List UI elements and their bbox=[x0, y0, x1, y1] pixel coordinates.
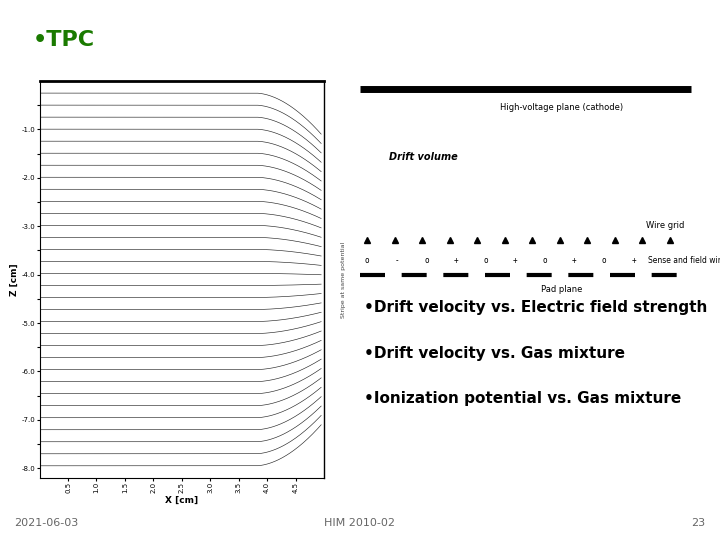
Text: Stripe at same potential: Stripe at same potential bbox=[341, 241, 346, 318]
Text: Drift volume: Drift volume bbox=[389, 152, 457, 161]
Text: o: o bbox=[542, 256, 547, 265]
Text: Sense and field wires: Sense and field wires bbox=[648, 256, 720, 265]
Text: +: + bbox=[631, 256, 636, 265]
Text: •Drift velocity vs. Gas mixture: •Drift velocity vs. Gas mixture bbox=[364, 346, 625, 361]
Text: +: + bbox=[572, 256, 577, 265]
Y-axis label: Z [cm]: Z [cm] bbox=[10, 263, 19, 296]
Text: 23: 23 bbox=[691, 518, 706, 528]
Text: o: o bbox=[365, 256, 369, 265]
X-axis label: X [cm]: X [cm] bbox=[165, 496, 199, 505]
Text: •Ionization potential vs. Gas mixture: •Ionization potential vs. Gas mixture bbox=[364, 392, 681, 407]
Text: +: + bbox=[454, 256, 459, 265]
Text: HIM 2010-02: HIM 2010-02 bbox=[325, 518, 395, 528]
Text: o: o bbox=[483, 256, 488, 265]
Text: 2021-06-03: 2021-06-03 bbox=[14, 518, 78, 528]
Text: Pad plane: Pad plane bbox=[541, 285, 582, 294]
Text: •TPC: •TPC bbox=[32, 30, 94, 50]
Text: High-voltage plane (cathode): High-voltage plane (cathode) bbox=[500, 103, 624, 112]
Text: Wire grid: Wire grid bbox=[646, 220, 684, 230]
Text: o: o bbox=[602, 256, 606, 265]
Text: +: + bbox=[513, 256, 518, 265]
Text: -: - bbox=[395, 256, 399, 265]
Text: •Drift velocity vs. Electric field strength: •Drift velocity vs. Electric field stren… bbox=[364, 300, 707, 315]
Text: o: o bbox=[424, 256, 428, 265]
